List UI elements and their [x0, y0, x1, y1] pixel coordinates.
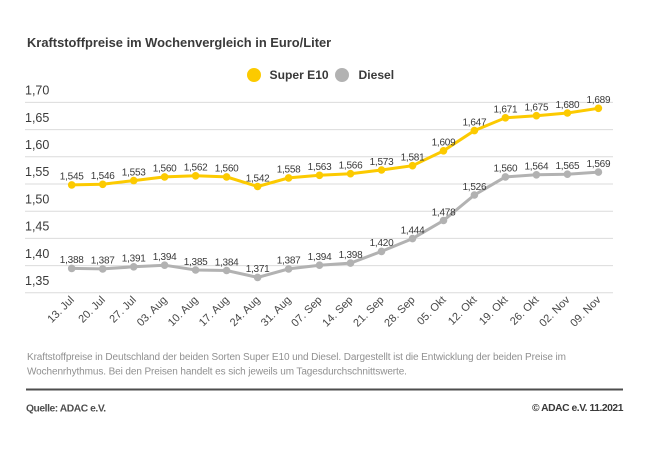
svg-text:Kraftstoffpreise in Deutschlan: Kraftstoffpreise in Deutschland der beid… — [27, 352, 566, 363]
svg-text:10. Aug: 10. Aug — [166, 294, 201, 329]
svg-text:1,526: 1,526 — [463, 182, 487, 193]
svg-text:1,55: 1,55 — [25, 165, 49, 179]
svg-text:Diesel: Diesel — [359, 68, 395, 82]
svg-text:1,558: 1,558 — [277, 165, 301, 176]
svg-text:1,563: 1,563 — [308, 162, 332, 173]
svg-text:03. Aug: 03. Aug — [135, 294, 170, 329]
svg-text:05. Okt: 05. Okt — [415, 294, 449, 328]
svg-text:1,70: 1,70 — [25, 84, 49, 98]
svg-text:1,371: 1,371 — [246, 264, 270, 275]
svg-text:1,65: 1,65 — [25, 111, 49, 125]
svg-text:1,609: 1,609 — [432, 138, 456, 149]
svg-text:1,562: 1,562 — [184, 163, 208, 174]
svg-text:1,560: 1,560 — [494, 164, 518, 175]
svg-text:20. Jul: 20. Jul — [76, 294, 107, 325]
svg-text:1,60: 1,60 — [25, 138, 49, 152]
svg-text:1,385: 1,385 — [184, 257, 208, 268]
svg-text:1,689: 1,689 — [587, 95, 611, 106]
svg-text:09. Nov: 09. Nov — [568, 294, 604, 330]
svg-text:1,35: 1,35 — [25, 274, 49, 288]
svg-text:1,444: 1,444 — [401, 225, 425, 236]
svg-text:1,675: 1,675 — [525, 103, 549, 114]
svg-text:1,387: 1,387 — [277, 256, 301, 267]
svg-text:1,542: 1,542 — [246, 173, 270, 184]
svg-text:1,553: 1,553 — [122, 167, 146, 178]
svg-text:1,387: 1,387 — [91, 256, 115, 267]
svg-text:1,680: 1,680 — [556, 100, 580, 111]
svg-text:1,388: 1,388 — [60, 255, 84, 266]
svg-text:17. Aug: 17. Aug — [197, 294, 232, 329]
svg-text:14. Sep: 14. Sep — [320, 294, 355, 329]
svg-text:1,566: 1,566 — [339, 161, 363, 172]
svg-text:1,394: 1,394 — [153, 252, 177, 263]
svg-text:1,546: 1,546 — [91, 171, 115, 182]
svg-text:1,384: 1,384 — [215, 257, 239, 268]
svg-text:1,420: 1,420 — [370, 238, 394, 249]
svg-text:1,565: 1,565 — [556, 161, 580, 172]
svg-text:© ADAC e.V. 11.2021: © ADAC e.V. 11.2021 — [532, 403, 624, 414]
svg-text:1,560: 1,560 — [215, 164, 239, 175]
svg-text:1,671: 1,671 — [494, 105, 518, 116]
svg-text:1,581: 1,581 — [401, 153, 425, 164]
svg-text:1,569: 1,569 — [587, 159, 611, 170]
svg-text:28. Sep: 28. Sep — [382, 294, 417, 329]
svg-text:1,545: 1,545 — [60, 172, 84, 183]
svg-text:24. Aug: 24. Aug — [228, 294, 263, 329]
svg-text:1,398: 1,398 — [339, 250, 363, 261]
svg-text:26. Okt: 26. Okt — [508, 294, 542, 328]
svg-text:1,573: 1,573 — [370, 157, 394, 168]
svg-text:1,647: 1,647 — [463, 117, 487, 128]
svg-text:1,560: 1,560 — [153, 164, 177, 175]
svg-text:19. Okt: 19. Okt — [477, 294, 511, 328]
svg-text:Super E10: Super E10 — [270, 68, 329, 82]
svg-text:1,50: 1,50 — [25, 192, 49, 206]
svg-text:1,394: 1,394 — [308, 252, 332, 263]
svg-text:Kraftstoffpreise im Wochenverg: Kraftstoffpreise im Wochenvergleich in E… — [27, 35, 331, 50]
svg-text:1,391: 1,391 — [122, 254, 146, 265]
svg-text:13. Jul: 13. Jul — [45, 294, 76, 325]
svg-text:02. Nov: 02. Nov — [537, 294, 573, 330]
svg-text:07. Sep: 07. Sep — [289, 294, 324, 329]
svg-text:Wochenrhythmus. Bei den Preise: Wochenrhythmus. Bei den Preisen handelt … — [27, 367, 407, 378]
svg-text:31. Aug: 31. Aug — [259, 294, 294, 329]
svg-text:1,45: 1,45 — [25, 220, 49, 234]
svg-text:12. Okt: 12. Okt — [446, 294, 480, 328]
svg-text:Quelle: ADAC e.V.: Quelle: ADAC e.V. — [26, 404, 106, 415]
svg-text:1,564: 1,564 — [525, 162, 549, 173]
svg-text:1,478: 1,478 — [432, 207, 456, 218]
svg-text:1,40: 1,40 — [25, 247, 49, 261]
svg-text:21. Sep: 21. Sep — [351, 294, 386, 329]
